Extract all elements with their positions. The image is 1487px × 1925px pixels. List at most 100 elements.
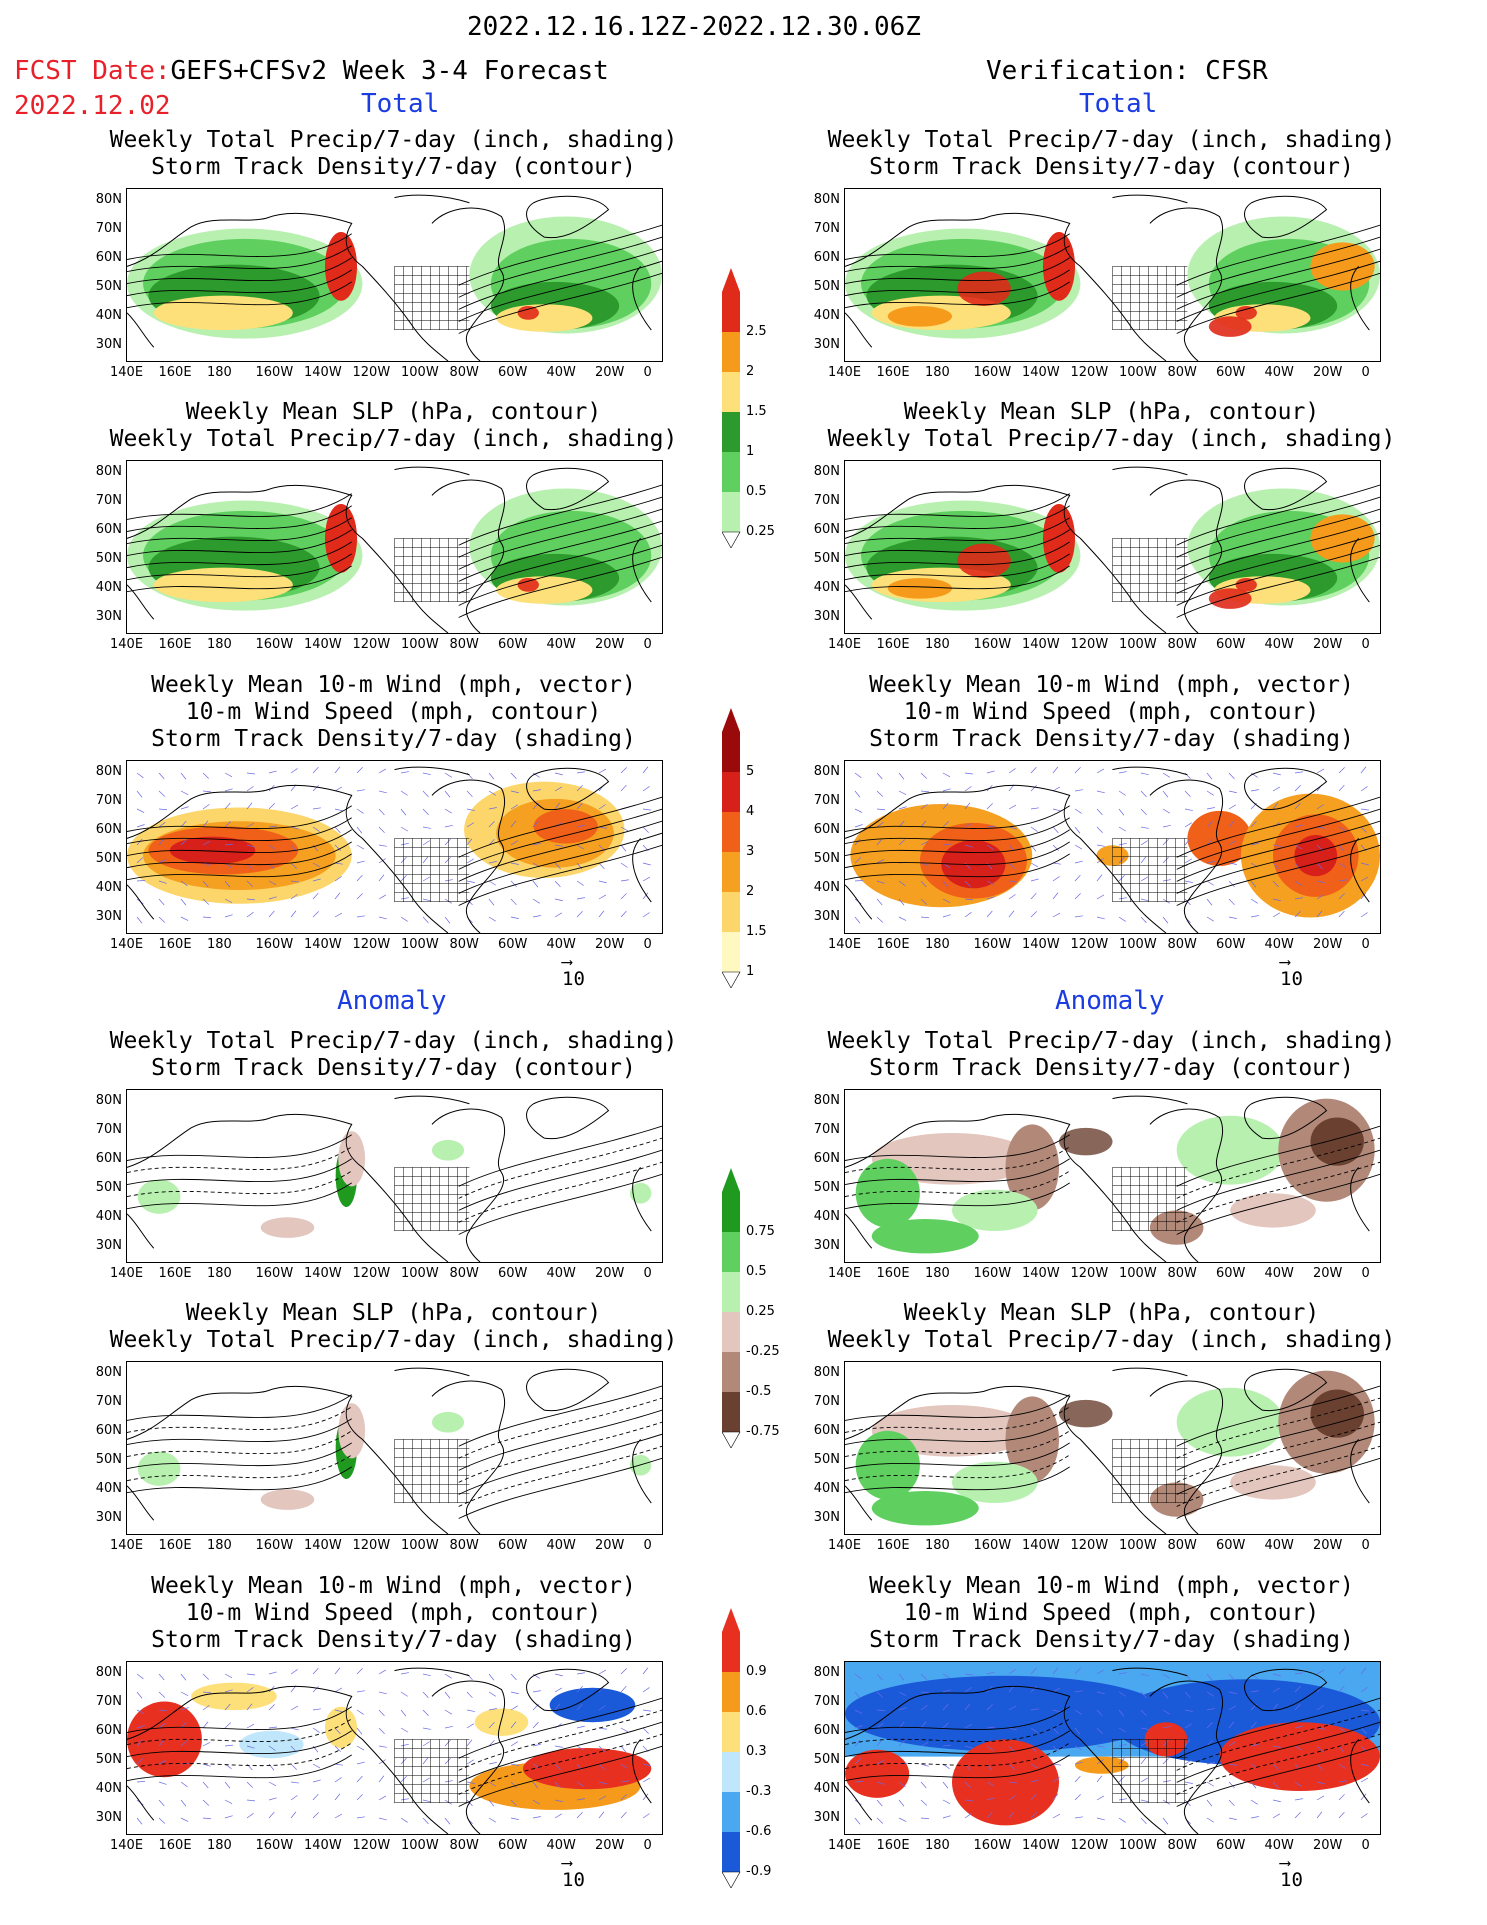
lon-label: 100W: [401, 1538, 439, 1553]
lat-label: 30N: [813, 609, 840, 624]
panel-title-line: Weekly Mean 10-m Wind (mph, vector): [151, 672, 636, 698]
lat-label: 70N: [95, 493, 122, 508]
lat-label: 70N: [95, 1122, 122, 1137]
colorbar-label: 1.5: [746, 404, 767, 419]
lon-label: 60W: [1216, 1538, 1246, 1553]
lat-label: 80N: [813, 192, 840, 207]
lat-label: 50N: [813, 1452, 840, 1467]
forecast-label: FCST Date:GEFS+CFSv2 Week 3-4 Forecast: [14, 56, 609, 86]
colorbar-label: 0.25: [746, 1304, 775, 1319]
lat-label: 40N: [95, 580, 122, 595]
panel-title-line: Weekly Mean SLP (hPa, contour): [185, 399, 602, 425]
lon-label: 180: [925, 1266, 950, 1281]
panel-title-line: Weekly Mean SLP (hPa, contour): [903, 399, 1320, 425]
vector-reference-label: 10: [562, 1869, 585, 1891]
colorbar-precip-total: 2.5 2 1.5 1 0.5 0.25: [722, 268, 802, 548]
lon-label: 60W: [498, 937, 528, 952]
lat-label: 60N: [813, 522, 840, 537]
lon-label: 80W: [1167, 937, 1197, 952]
lon-label: 20W: [1313, 1838, 1343, 1853]
lon-label: 120W: [352, 937, 391, 952]
lon-label: 160W: [973, 637, 1012, 652]
vector-arrow: ⟶: [562, 1853, 572, 1872]
lat-label: 40N: [95, 308, 122, 323]
lon-label: 100W: [1119, 365, 1157, 380]
lat-label: 70N: [813, 1122, 840, 1137]
lat-label: 70N: [95, 221, 122, 236]
lat-label: 60N: [95, 250, 122, 265]
lon-label: 0: [643, 937, 652, 952]
panel-title-line: Weekly Total Precip/7-day (inch, shading…: [109, 1028, 678, 1054]
lat-label: 70N: [95, 1694, 122, 1709]
lon-label: 100W: [1119, 1538, 1157, 1553]
colorbar-label: 0.75: [746, 1224, 775, 1239]
lon-label: 160E: [876, 1266, 910, 1281]
lon-label: 20W: [595, 1838, 625, 1853]
lat-label: 80N: [95, 192, 122, 207]
lon-label: 140E: [828, 937, 862, 952]
lat-label: 40N: [813, 308, 840, 323]
lat-label: 80N: [813, 1093, 840, 1108]
vector-reference: ⟶ 10: [562, 952, 585, 991]
lon-label: 120W: [352, 1266, 391, 1281]
panel-title-line: Storm Track Density/7-day (contour): [151, 1055, 636, 1081]
map-panel-slp-total-verification: [844, 460, 1381, 634]
panel-title-line: Weekly Total Precip/7-day (inch, shading…: [109, 127, 678, 153]
panel-title-line: Weekly Total Precip/7-day (inch, shading…: [827, 426, 1396, 452]
section-anomaly-left: Anomaly: [337, 986, 447, 1016]
lat-label: 30N: [813, 1510, 840, 1525]
lat-label: 40N: [813, 1781, 840, 1796]
lon-label: 140W: [304, 1266, 342, 1281]
lon-label: 0: [643, 1538, 652, 1553]
lon-label: 140W: [304, 937, 342, 952]
lon-label: 160W: [255, 937, 294, 952]
lat-label: 60N: [813, 822, 840, 837]
lon-label: 80W: [449, 637, 479, 652]
lat-label: 40N: [95, 880, 122, 895]
map-panel-precip-anomaly-verification: [844, 1089, 1381, 1263]
lon-label: 40W: [1264, 1538, 1294, 1553]
lon-label: 60W: [1216, 937, 1246, 952]
lon-label: 80W: [449, 1538, 479, 1553]
lon-label: 0: [1361, 1266, 1370, 1281]
lat-label: 60N: [95, 822, 122, 837]
vector-reference-label: 10: [1280, 968, 1303, 990]
lat-label: 50N: [813, 1180, 840, 1195]
lon-label: 0: [1361, 1838, 1370, 1853]
lon-label: 180: [925, 637, 950, 652]
lon-label: 100W: [1119, 1266, 1157, 1281]
panel-title: Weekly Mean 10-m Wind (mph, vector) 10-m …: [66, 672, 721, 753]
lon-label: 100W: [1119, 637, 1157, 652]
lat-label: 80N: [813, 1365, 840, 1380]
lon-label: 180: [925, 1538, 950, 1553]
lon-label: 40W: [1264, 937, 1294, 952]
panel-title-line: Weekly Mean 10-m Wind (mph, vector): [151, 1573, 636, 1599]
lon-label: 120W: [352, 1538, 391, 1553]
colorbar-label: 1.5: [746, 924, 767, 939]
lon-label: 140W: [304, 637, 342, 652]
colorbar-label: 2.5: [746, 324, 767, 339]
lon-label: 60W: [498, 637, 528, 652]
lon-label: 60W: [1216, 365, 1246, 380]
panel-title-line: 10-m Wind Speed (mph, contour): [903, 699, 1320, 725]
lon-label: 40W: [546, 1538, 576, 1553]
colorbar-label: 5: [746, 764, 755, 779]
lon-label: 60W: [1216, 1266, 1246, 1281]
colorbar-label: 1: [746, 444, 755, 459]
map-panel-wind-anomaly-verification: [844, 1661, 1381, 1835]
lon-label: 140E: [828, 365, 862, 380]
lon-label: 100W: [401, 365, 439, 380]
lon-label: 120W: [1070, 1538, 1109, 1553]
lon-label: 60W: [498, 1838, 528, 1853]
lon-label: 180: [207, 365, 232, 380]
lon-label: 0: [643, 637, 652, 652]
map-panel-slp-total-forecast: [126, 460, 663, 634]
lat-label: 40N: [813, 1481, 840, 1496]
lon-label: 20W: [1313, 637, 1343, 652]
vector-arrow: ⟶: [562, 952, 572, 971]
lat-label: 60N: [95, 1423, 122, 1438]
lon-label: 140E: [110, 1538, 144, 1553]
panel-title-line: Weekly Total Precip/7-day (inch, shading…: [827, 127, 1396, 153]
lat-label: 80N: [95, 1093, 122, 1108]
panel-title-line: Weekly Total Precip/7-day (inch, shading…: [827, 1028, 1396, 1054]
